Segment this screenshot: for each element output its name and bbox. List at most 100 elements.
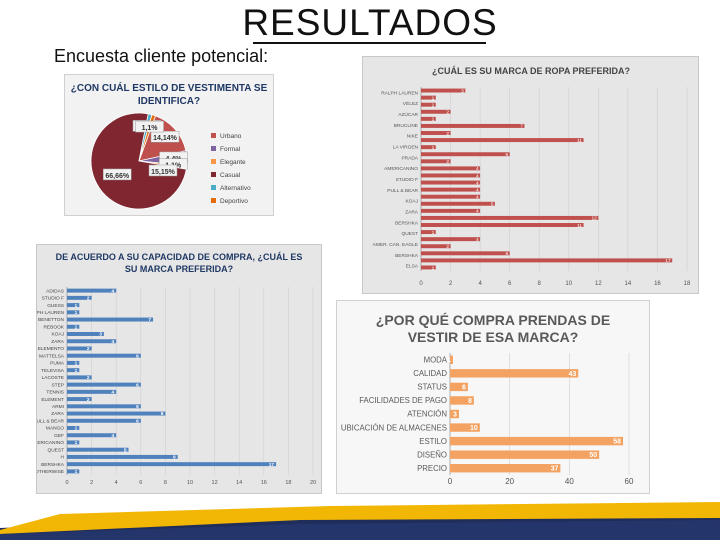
bar-h xyxy=(67,454,178,459)
bar-benetton xyxy=(67,317,154,322)
x-tick-label: 14 xyxy=(625,281,632,287)
x-tick-label: 10 xyxy=(187,480,193,486)
category-label: VÉLEZ xyxy=(403,100,418,107)
brand-chart-panel: ¿CUÁL ES SU MARCA DE ROPA PREFERIDA? 0 2 4 6… xyxy=(362,56,699,294)
bar-value-label: 1 xyxy=(432,117,435,123)
bar-quest xyxy=(67,447,129,452)
legend-entry: Alternativo xyxy=(220,185,251,192)
x-tick-label: 40 xyxy=(565,477,574,486)
capacity-chart-panel: DE ACUERDO A SU CAPACIDAD DE COMPRA, ¿CU… xyxy=(27,244,322,494)
x-tick-label: 12 xyxy=(212,480,218,486)
bar-value-label: 8 xyxy=(468,398,472,405)
bar-value-label: 2 xyxy=(446,159,449,165)
x-tick-label: 60 xyxy=(625,477,634,486)
legend-swatch-alternativo xyxy=(211,185,216,190)
bar-value-label: 7 xyxy=(148,317,151,323)
category-label: STUDIO F xyxy=(42,296,64,302)
legend-swatch-casual xyxy=(211,172,216,177)
legend-swatch-elegante xyxy=(211,159,216,164)
bar-atenci-n xyxy=(450,409,459,419)
category-label: CALIDAD xyxy=(413,369,447,378)
bar-value-label: 10 xyxy=(470,425,478,432)
pie-data-label-box xyxy=(135,120,164,133)
category-label: PRECIO xyxy=(417,464,447,473)
category-label: OTHERWISE xyxy=(37,469,64,475)
footer-stripe-light xyxy=(0,520,720,540)
bar-ralph-lauren xyxy=(67,310,80,315)
page-title: RESULTADOS xyxy=(242,2,498,43)
category-label: AMERICANINO xyxy=(37,440,64,446)
bar-zara xyxy=(67,339,117,344)
bar-value-label: 1 xyxy=(75,426,78,432)
category-label: ZARA xyxy=(405,209,419,215)
bar-element xyxy=(67,397,92,402)
bar-value-label: 4 xyxy=(112,288,115,294)
reason-chart-panel: ¿POR QUÉ COMPRA PRENDAS DE VESTIR DE ESA … xyxy=(336,300,650,494)
x-tick-label: 8 xyxy=(164,480,167,486)
legend-entry: Casual xyxy=(220,172,241,179)
bar-value-label: 3 xyxy=(461,88,464,94)
category-label: H xyxy=(61,455,65,461)
bar-value-label: 50 xyxy=(589,452,597,459)
bar-value-label: 3 xyxy=(99,332,102,338)
pie-data-label-box xyxy=(102,168,132,181)
bar-moda xyxy=(450,355,453,364)
chart-title: IDENTIFICA? xyxy=(138,96,200,107)
bar-value-label: 4 xyxy=(112,339,115,345)
bar-value-label: 1 xyxy=(447,357,451,364)
category-label: NIKE xyxy=(407,134,418,140)
bar-value-label: 2 xyxy=(446,131,449,137)
legend-entry: Urbano xyxy=(220,133,242,140)
bar-brand-23 xyxy=(421,251,510,256)
category-label: PULL & BEAR xyxy=(387,188,418,194)
chart-title: DE ACUERDO A SU CAPACIDAD DE COMPRA, ¿CU… xyxy=(56,252,303,262)
category-label: ELSA xyxy=(406,264,419,270)
category-label: LACOSTE xyxy=(42,375,64,381)
bar-value-label: 1 xyxy=(75,440,78,446)
category-label: REBOOK xyxy=(43,324,64,330)
bar-value-label: 4 xyxy=(112,390,115,396)
category-label: MODA xyxy=(424,356,448,365)
bar-value-label: 1 xyxy=(432,95,435,101)
category-label: GEF xyxy=(54,433,64,439)
bar-value-label: 4 xyxy=(476,194,479,200)
bar-value-label: 1 xyxy=(75,324,78,330)
pie-extra-label-box xyxy=(148,164,178,177)
bar-value-label: 4 xyxy=(112,433,115,439)
pie-chart: ¿CON CUÁL ESTILO DE VESTIMENTA SE IDENTIF… xyxy=(71,81,268,210)
bar-value-label: 5 xyxy=(124,447,127,453)
bar-value-label: 3 xyxy=(453,411,457,418)
x-tick-label: 16 xyxy=(261,480,267,486)
x-tick-label: 4 xyxy=(478,281,482,287)
legend-entry: Deportivo xyxy=(220,198,248,205)
bar-value-label: 4 xyxy=(476,166,479,172)
x-tick-label: 20 xyxy=(310,480,316,486)
category-label: AZÚCAR xyxy=(398,111,418,118)
bar-value-label: 6 xyxy=(505,251,508,257)
bar-value-label: 2 xyxy=(446,110,449,116)
chart-title: SU MARCA PREFERIDA? xyxy=(125,264,233,274)
category-label: MATTELSA xyxy=(39,353,65,359)
bar-koaj xyxy=(67,332,104,336)
chart-title: ¿POR QUÉ COMPRA PRENDAS DE xyxy=(376,312,610,328)
bar-facilidades-de-pago xyxy=(450,396,474,405)
bar-brand-1 xyxy=(421,95,436,100)
bar-value-label: 6 xyxy=(136,418,139,424)
x-tick-label: 2 xyxy=(449,281,453,287)
category-label: MANGO xyxy=(46,426,64,432)
category-label: KOAJ xyxy=(51,332,64,338)
bar-lacoste xyxy=(67,375,92,380)
bar-value-label: 5 xyxy=(491,202,494,208)
bar-value-label: 2 xyxy=(446,244,449,250)
bar-value-label: 1 xyxy=(75,368,78,374)
bar-value-label: 58 xyxy=(613,439,621,446)
category-label: TENNIS xyxy=(46,390,64,396)
bar-value-label: 8 xyxy=(161,411,164,417)
bar-value-label: 1 xyxy=(432,230,435,236)
bar-brand-2 xyxy=(421,102,436,107)
bar-value-label: 6 xyxy=(136,404,139,410)
category-label: QUEST xyxy=(401,231,418,237)
bar-americanino xyxy=(67,440,80,445)
category-label: BERSHKA xyxy=(395,253,419,259)
bar-pull-bear xyxy=(67,418,141,423)
